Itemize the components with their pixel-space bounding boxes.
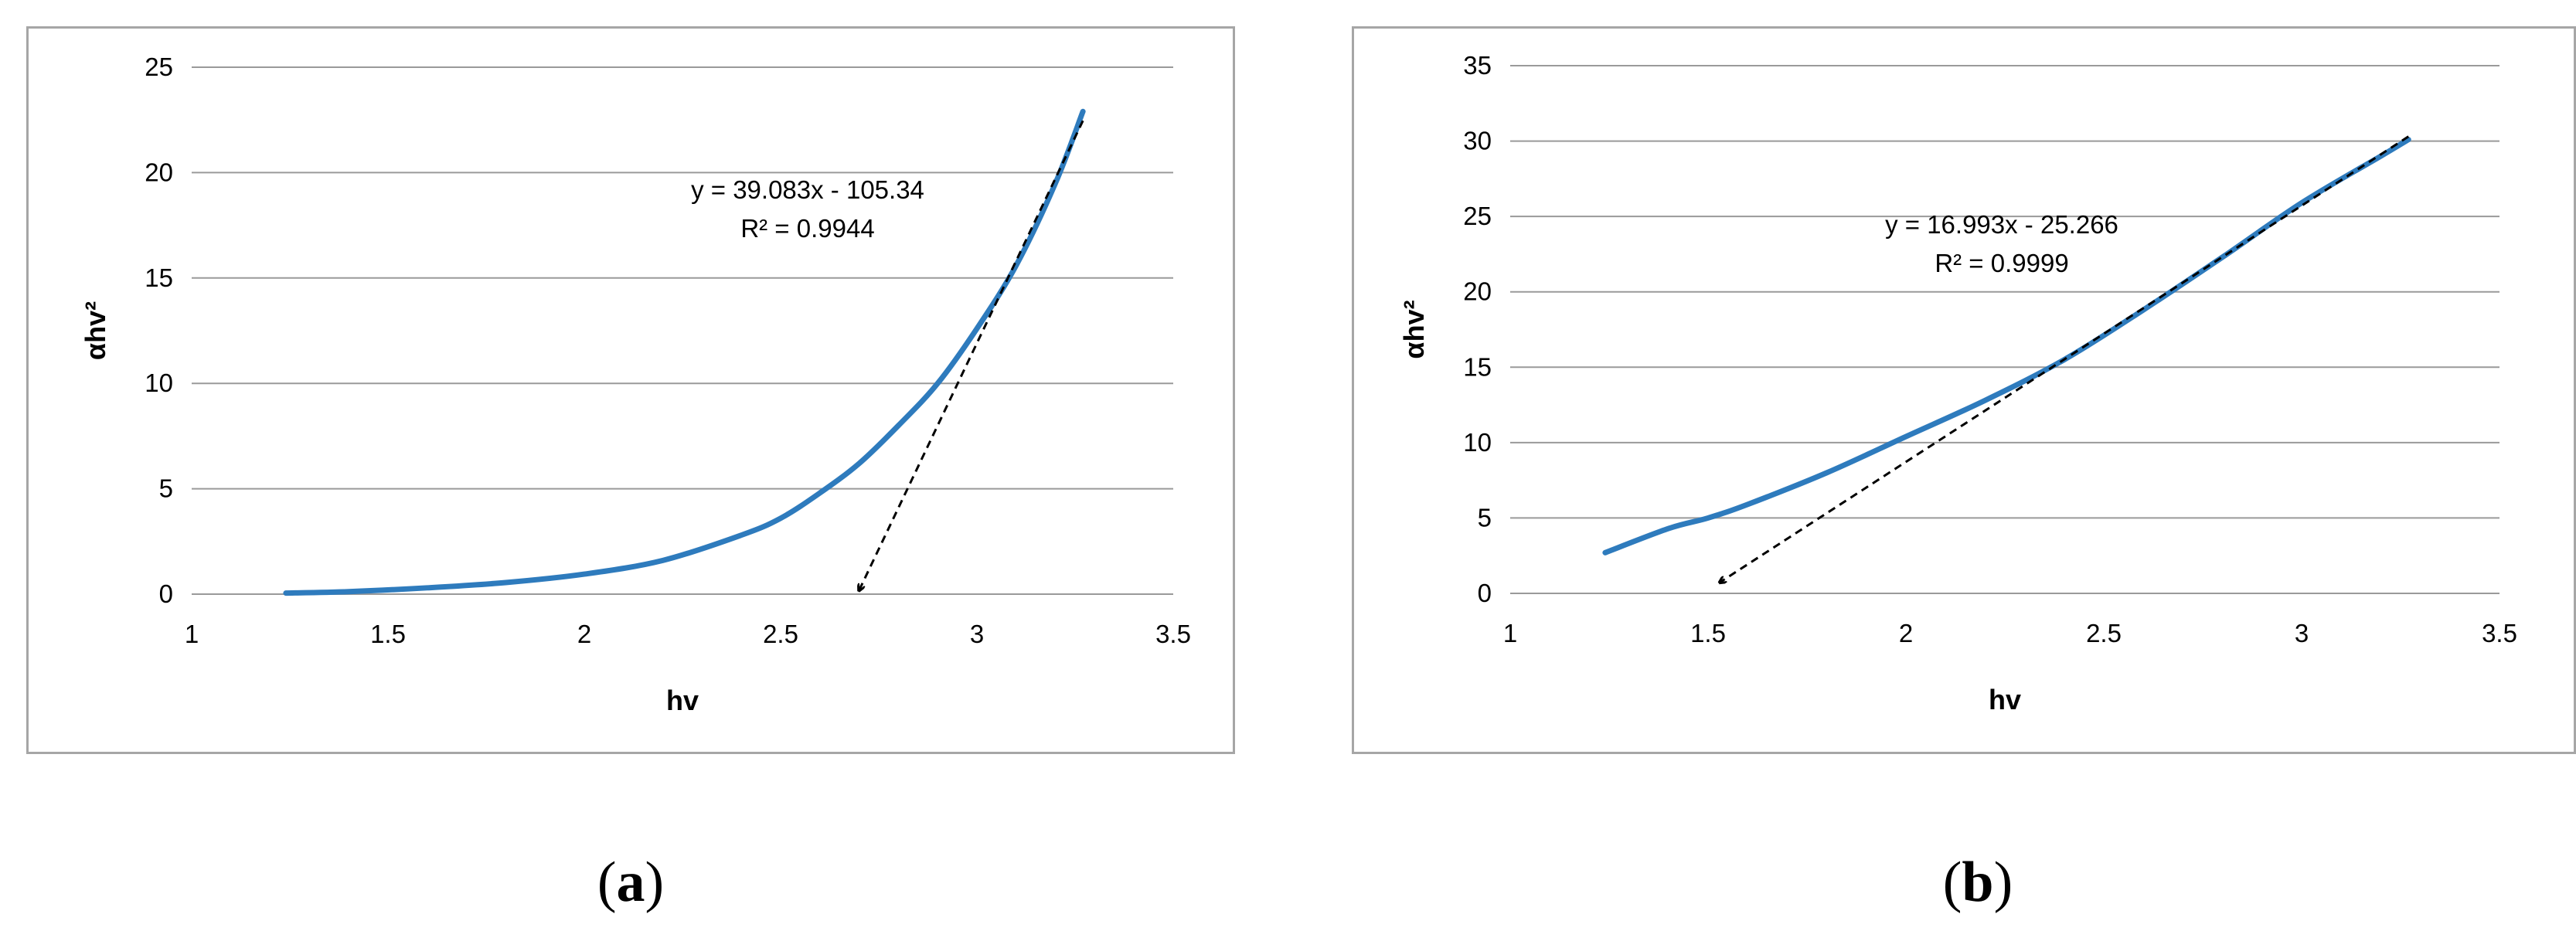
y-tick-label: 25 <box>145 53 173 81</box>
x-tick-label: 1.5 <box>1690 619 1726 647</box>
caption-b-letter: b <box>1962 851 1994 914</box>
data-series-line <box>283 108 1086 596</box>
y-tick-label: 15 <box>1463 352 1492 381</box>
y-tick-label: 20 <box>145 158 173 186</box>
x-tick-label: 3.5 <box>2482 619 2517 647</box>
y-tick-label: 0 <box>159 579 173 608</box>
y-tick-label: 5 <box>159 474 173 503</box>
chart-a: 0 5 10 15 20 25 1 1.5 2 2.5 3 3.5 hv αhv² y = 39.083x … <box>80 53 1191 716</box>
data-series-line <box>1602 137 2411 556</box>
trendline-equation: y = 39.083x - 105.34 <box>691 175 924 204</box>
x-tick-label: 2 <box>1899 619 1913 647</box>
x-tick-label: 3 <box>970 620 984 648</box>
x-tick-label: 1 <box>1503 619 1517 647</box>
trendline-r-squared: R² = 0.9999 <box>1935 249 2068 277</box>
y-tick-label: 30 <box>1463 127 1492 155</box>
x-tick-label: 1 <box>185 620 199 648</box>
y-axis-title: αhv² <box>80 301 111 360</box>
y-tick-label: 20 <box>1463 277 1492 306</box>
caption-a: (a) <box>597 851 665 914</box>
x-tick-label: 2 <box>577 620 591 648</box>
y-tick-label: 0 <box>1478 579 1492 607</box>
trendline-r-squared: R² = 0.9944 <box>740 214 874 243</box>
y-tick-label: 15 <box>145 263 173 292</box>
x-axis-title: hv <box>666 685 699 716</box>
trendline-dashed-arrow <box>1720 135 2410 583</box>
caption-a-letter: a <box>616 851 645 914</box>
x-tick-label: 3.5 <box>1155 620 1191 648</box>
x-tick-label: 3 <box>2295 619 2309 647</box>
y-tick-label: 35 <box>1463 51 1492 80</box>
x-tick-label: 2.5 <box>763 620 798 648</box>
x-tick-label: 2.5 <box>2086 619 2122 647</box>
y-tick-label: 5 <box>1478 503 1492 532</box>
chart-panel-a: 0 5 10 15 20 25 1 1.5 2 2.5 3 3.5 hv αhv² y = 39.083x … <box>26 26 1235 754</box>
caption-b: (b) <box>1942 851 2013 914</box>
chart-b: 0 5 10 15 20 25 30 35 1 1.5 2 2.5 3 3.5 hv αhv² y = 16.9… <box>1398 51 2517 715</box>
y-tick-label: 10 <box>145 369 173 397</box>
y-axis-title: αhv² <box>1398 300 1430 358</box>
x-axis-title: hv <box>1989 684 2021 715</box>
chart-panel-b: 0 5 10 15 20 25 30 35 1 1.5 2 2.5 3 3.5 hv αhv² y = 16.9… <box>1352 26 2576 754</box>
y-tick-label: 25 <box>1463 202 1492 230</box>
trendline-equation: y = 16.993x - 25.266 <box>1885 210 2118 239</box>
y-tick-label: 10 <box>1463 428 1492 457</box>
x-tick-label: 1.5 <box>370 620 406 648</box>
